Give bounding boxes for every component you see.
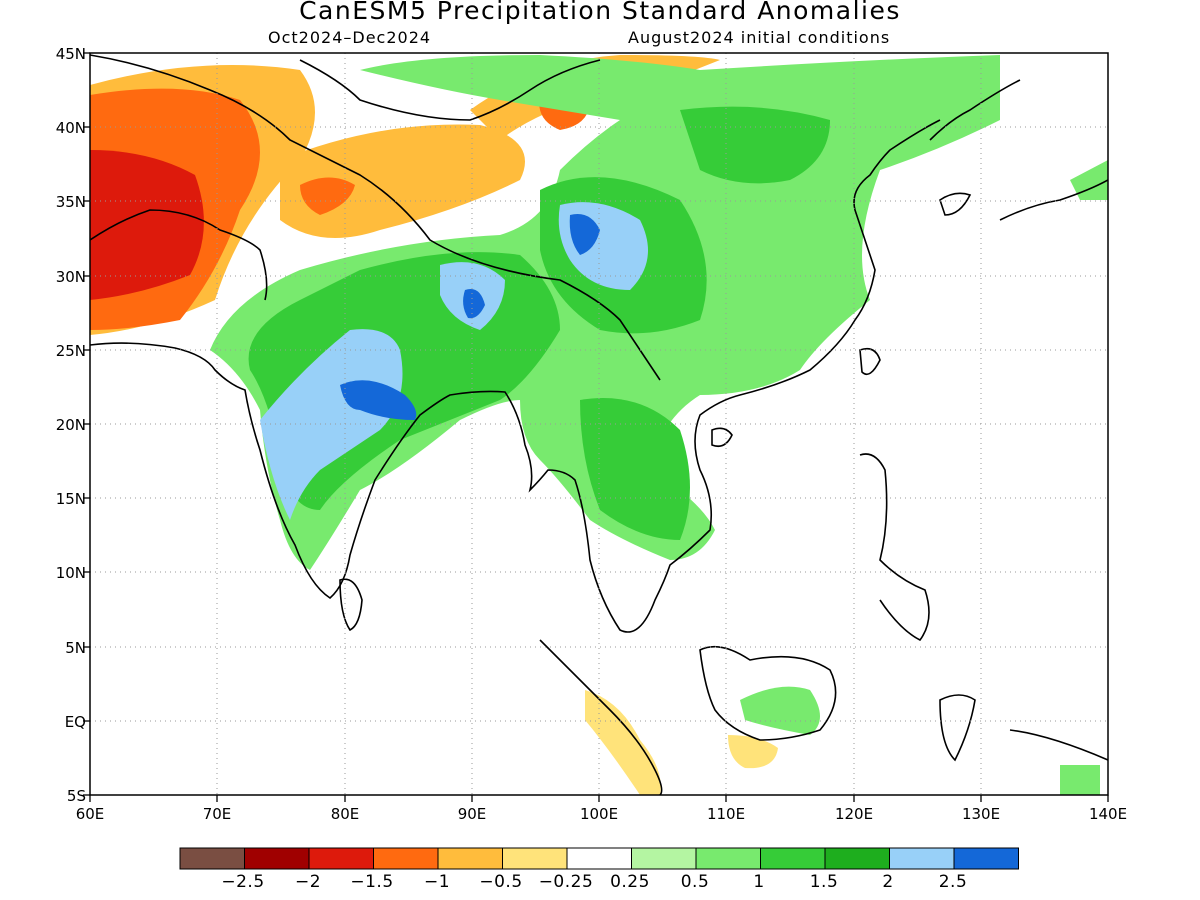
colorbar-swatch bbox=[953, 847, 1019, 870]
colorbar-label: 0.25 bbox=[610, 872, 650, 892]
x-tick-label: 120E bbox=[834, 805, 874, 823]
initial-conditions: August2024 initial conditions bbox=[628, 28, 891, 47]
colorbar-swatch bbox=[437, 847, 503, 870]
anomaly-shading bbox=[90, 55, 1108, 795]
colorbar-swatch bbox=[760, 847, 826, 870]
colorbar bbox=[179, 847, 1019, 870]
map-title: CanESM5 Precipitation Standard Anomalies bbox=[299, 0, 901, 25]
colorbar-label: −2 bbox=[294, 872, 322, 892]
colorbar-swatch bbox=[244, 847, 310, 870]
y-tick-label: 45N bbox=[55, 45, 86, 63]
x-tick-label: 80E bbox=[330, 805, 360, 823]
y-tick-label: 15N bbox=[55, 490, 86, 508]
colorbar-label: 1.5 bbox=[809, 872, 839, 892]
colorbar-swatch bbox=[824, 847, 890, 870]
colorbar-swatch bbox=[566, 847, 632, 870]
x-tick-label: 130E bbox=[961, 805, 1001, 823]
y-tick-label: 5N bbox=[65, 639, 86, 657]
colorbar-swatch bbox=[695, 847, 761, 870]
colorbar-label: 1 bbox=[753, 872, 765, 892]
grid-lines bbox=[90, 53, 1108, 795]
x-tick-label: 110E bbox=[706, 805, 746, 823]
colorbar-label: 2 bbox=[882, 872, 894, 892]
colorbar-swatch bbox=[502, 847, 568, 870]
colorbar-swatch bbox=[373, 847, 439, 870]
y-tick-label: EQ bbox=[64, 713, 86, 731]
axis-ticks bbox=[83, 52, 1109, 802]
y-tick-label: 25N bbox=[55, 342, 86, 360]
colorbar-label: −0.25 bbox=[538, 872, 594, 892]
y-tick-label: 5S bbox=[66, 787, 86, 805]
x-tick-label: 90E bbox=[457, 805, 487, 823]
colorbar-swatch bbox=[308, 847, 374, 870]
colorbar-label: 2.5 bbox=[938, 872, 968, 892]
y-tick-label: 10N bbox=[55, 564, 86, 582]
x-tick-label: 70E bbox=[202, 805, 232, 823]
colorbar-swatch bbox=[631, 847, 697, 870]
x-tick-label: 60E bbox=[75, 805, 105, 823]
colorbar-swatch bbox=[889, 847, 955, 870]
colorbar-swatch bbox=[179, 847, 245, 870]
y-tick-label: 30N bbox=[55, 268, 86, 286]
y-tick-label: 20N bbox=[55, 416, 86, 434]
y-tick-label: 40N bbox=[55, 119, 86, 137]
colorbar-label: 0.5 bbox=[680, 872, 710, 892]
x-tick-label: 140E bbox=[1088, 805, 1128, 823]
x-tick-label: 100E bbox=[579, 805, 619, 823]
colorbar-label: −0.5 bbox=[479, 872, 523, 892]
y-tick-label: 35N bbox=[55, 193, 86, 211]
colorbar-label: −2.5 bbox=[221, 872, 265, 892]
forecast-period: Oct2024–Dec2024 bbox=[268, 28, 432, 47]
colorbar-label: −1.5 bbox=[350, 872, 394, 892]
coastlines bbox=[90, 54, 1108, 795]
colorbar-label: −1 bbox=[423, 872, 451, 892]
